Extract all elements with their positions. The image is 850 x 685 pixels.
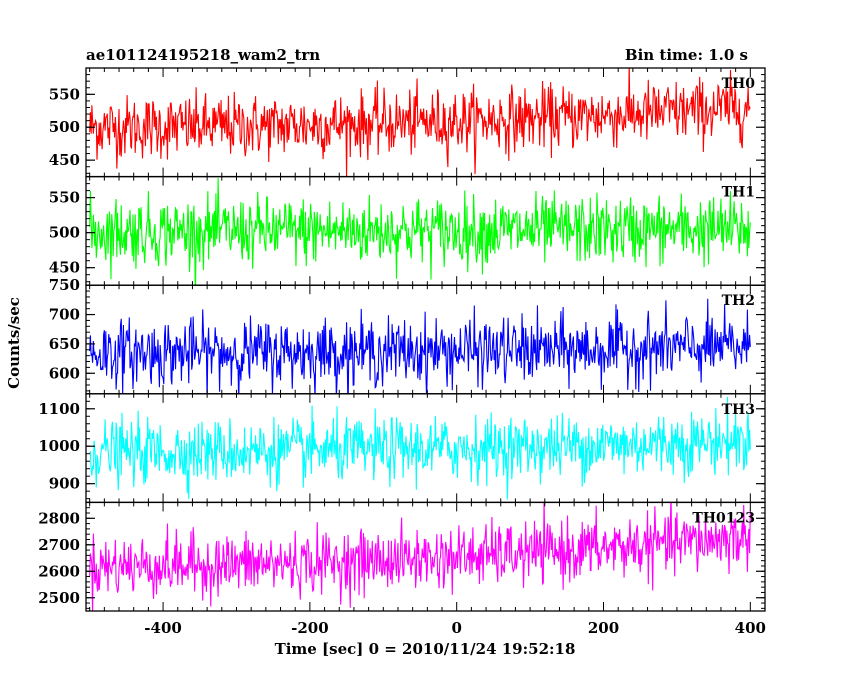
y-tick-label: 550 <box>49 85 80 103</box>
y-tick-label: 2600 <box>38 562 80 580</box>
panel-label: TH2 <box>722 293 755 309</box>
series-line-th0 <box>89 68 751 177</box>
panel-th2: 600 650 700 750 TH2 <box>49 276 766 395</box>
series-line-th0123 <box>89 502 751 611</box>
panel-frame <box>85 501 766 612</box>
y-tick-label: 750 <box>49 276 80 294</box>
y-tick-label: 900 <box>49 475 80 493</box>
panel-th1: 450 500 550 TH1 <box>49 175 766 286</box>
panel-label: TH0123 <box>692 510 755 526</box>
y-tick-label: 2700 <box>38 536 80 554</box>
x-tick-label: -200 <box>291 619 329 637</box>
x-tick-label: 400 <box>735 619 766 637</box>
series-line-th1 <box>89 178 751 286</box>
chart-bin-time: Bin time: 1.0 s <box>625 46 748 64</box>
y-tick-label: 2800 <box>38 509 80 527</box>
y-tick-label: 1100 <box>38 400 80 418</box>
y-tick-label: 500 <box>49 118 80 136</box>
panel-label: TH0 <box>722 76 756 92</box>
x-axis: -400 -200 0 200 400 <box>144 619 766 637</box>
x-tick-label: -400 <box>144 619 182 637</box>
series-line-th3 <box>89 396 751 500</box>
panel-th0: 450 500 550 TH0 <box>49 67 766 178</box>
x-axis-title: Time [sec] 0 = 2010/11/24 19:52:18 <box>275 640 576 658</box>
panel-label: TH3 <box>722 402 755 418</box>
x-tick-label: 200 <box>588 619 619 637</box>
panel-label: TH1 <box>722 185 755 201</box>
y-tick-label: 550 <box>49 189 80 207</box>
panels-group: 450 500 550 TH0 450 500 550 TH1 600 650 700 750 TH2 9… <box>38 67 766 612</box>
y-tick-label: 2500 <box>38 589 80 607</box>
y-axis-title: Counts/sec <box>5 297 23 389</box>
y-tick-label: 500 <box>49 224 80 242</box>
y-tick-label: 600 <box>49 364 80 382</box>
panel-th0123: 2500 2600 2700 2800 TH0123 <box>38 501 766 612</box>
y-tick-label: 700 <box>49 306 80 324</box>
y-tick-label: 450 <box>49 259 80 277</box>
chart-title: ae101124195218_wam2_trn <box>86 46 320 64</box>
y-tick-label: 650 <box>49 335 80 353</box>
panel-th3: 900 1000 1100 TH3 <box>38 393 766 504</box>
x-tick-label: 0 <box>451 619 461 637</box>
y-tick-label: 1000 <box>38 437 80 455</box>
y-tick-label: 450 <box>49 151 80 169</box>
series-line-th2 <box>89 298 751 394</box>
